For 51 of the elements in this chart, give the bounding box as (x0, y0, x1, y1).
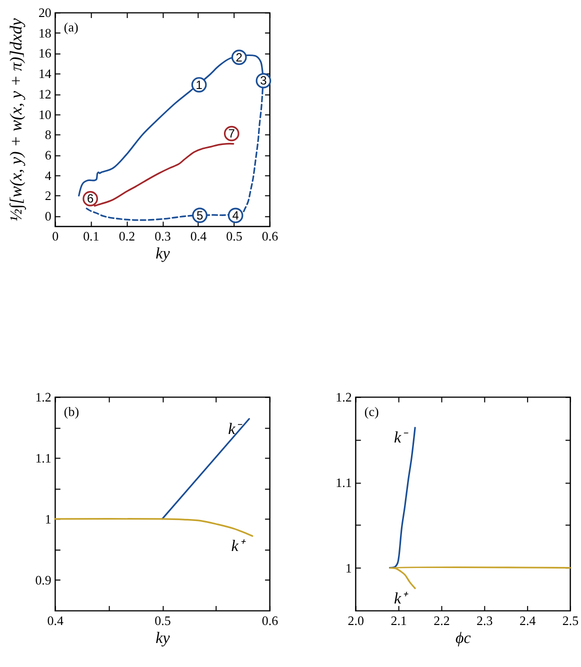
y-tick-label: 1.2 (35, 389, 52, 404)
y-tick-label: 14 (38, 66, 52, 82)
x-tick-label: 2.2 (434, 612, 450, 628)
y-tick-label: 0.9 (35, 572, 52, 588)
x-tick-label: 2.0 (348, 612, 364, 628)
annotation: (a) (64, 20, 78, 35)
y-tick-label: 1 (44, 511, 52, 526)
annotation: 7 (228, 126, 236, 141)
y-tick-label: 1 (345, 560, 352, 576)
annotation: 6 (86, 192, 94, 206)
y-tick-label: 20 (38, 5, 52, 20)
x-tick-label: 2.4 (519, 612, 536, 628)
x-tick-label: 0.5 (154, 612, 171, 628)
y-tick-label: 1.1 (336, 474, 352, 490)
x-tick-label: 0.4 (190, 228, 208, 244)
x-tick-label: 0.1 (83, 228, 100, 244)
annotation: (b) (64, 404, 80, 419)
y-tick-label: 10 (38, 106, 52, 122)
series-label: k⁺ (231, 538, 246, 556)
annotation: (c) (364, 404, 379, 419)
x-tick-label: 0.6 (262, 612, 279, 628)
series-label: k⁻ (394, 430, 410, 447)
y-tick-label: 2 (44, 188, 52, 204)
y-tick-label: 0 (44, 208, 52, 224)
x-tick-label: 2.5 (562, 612, 579, 628)
y-tick-label: 16 (38, 46, 52, 61)
x-tick-label: 2.3 (476, 612, 493, 628)
y-tick-label: 6 (44, 147, 52, 162)
annotation: 5 (196, 208, 204, 222)
x-tick-label: 0.2 (118, 228, 136, 244)
annotation: 2 (236, 50, 243, 64)
y-axis-title: ½∫[w(x, y) + w(x, y + π)]dxdy (6, 18, 26, 222)
y-tick-label: 4 (44, 168, 52, 183)
x-axis-title: ky (156, 630, 171, 647)
x-tick-label: 0.5 (226, 228, 242, 244)
y-tick-label: 8 (44, 127, 52, 142)
annotation: 3 (260, 74, 268, 88)
x-tick-label: 2.1 (390, 612, 407, 628)
x-axis-title: ϕc (456, 630, 471, 647)
x-tick-label: 0.6 (262, 228, 279, 244)
annotation: 1 (196, 78, 203, 92)
annotation: 4 (232, 208, 240, 222)
y-tick-label: 12 (38, 86, 52, 102)
x-tick-label: 0.3 (154, 228, 171, 244)
y-tick-label: 1.1 (35, 450, 52, 466)
x-axis-title: ky (156, 246, 171, 263)
y-tick-label: 18 (38, 25, 52, 40)
y-tick-label: 1.2 (336, 389, 352, 404)
series-label: k⁺ (394, 590, 410, 608)
x-tick-label: 0.4 (47, 612, 64, 628)
series-label: k⁻ (228, 420, 244, 438)
